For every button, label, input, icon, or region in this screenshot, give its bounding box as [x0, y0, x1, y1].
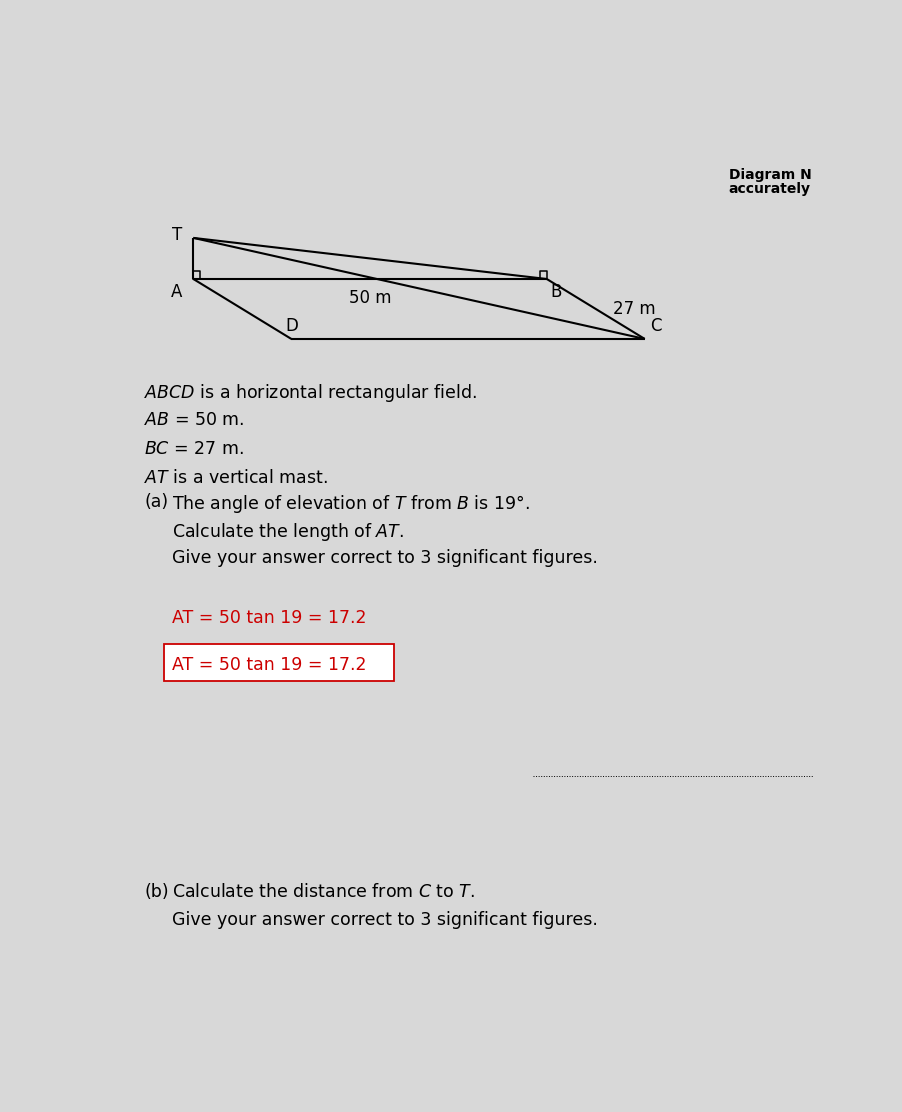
Text: AT = 50 tan 19 = 17.2: AT = 50 tan 19 = 17.2	[172, 608, 366, 627]
Text: Give your answer correct to 3 significant figures.: Give your answer correct to 3 significan…	[172, 549, 597, 567]
Text: Calculate the distance from $\mathit{C}$ to $\mathit{T}$.: Calculate the distance from $\mathit{C}$…	[172, 883, 474, 901]
FancyBboxPatch shape	[164, 644, 393, 682]
Text: (b): (b)	[144, 883, 169, 901]
Text: Give your answer correct to 3 significant figures.: Give your answer correct to 3 significan…	[172, 911, 597, 929]
Text: D: D	[284, 317, 298, 335]
Text: Calculate the length of $\mathit{AT}$.: Calculate the length of $\mathit{AT}$.	[172, 522, 404, 543]
Text: T: T	[171, 227, 182, 245]
Text: 50 m: 50 m	[348, 289, 391, 307]
Text: $\mathit{ABCD}$ is a horizontal rectangular field.: $\mathit{ABCD}$ is a horizontal rectangu…	[144, 381, 476, 404]
Text: AT = 50 tan 19 = 17.2: AT = 50 tan 19 = 17.2	[172, 656, 366, 674]
Text: C: C	[649, 317, 661, 335]
Text: A: A	[170, 284, 182, 301]
Text: accurately: accurately	[728, 182, 810, 196]
Text: $\mathit{AT}$ is a vertical mast.: $\mathit{AT}$ is a vertical mast.	[144, 469, 328, 487]
Text: B: B	[549, 284, 561, 301]
Text: 27 m: 27 m	[612, 300, 655, 318]
Text: Diagram N: Diagram N	[728, 168, 811, 181]
Text: The angle of elevation of $\mathit{T}$ from $\mathit{B}$ is 19°.: The angle of elevation of $\mathit{T}$ f…	[172, 493, 529, 515]
Text: $\mathit{BC}$ = 27 m.: $\mathit{BC}$ = 27 m.	[144, 440, 244, 458]
Text: $\mathit{AB}$ = 50 m.: $\mathit{AB}$ = 50 m.	[144, 410, 244, 429]
Text: (a): (a)	[144, 493, 169, 512]
